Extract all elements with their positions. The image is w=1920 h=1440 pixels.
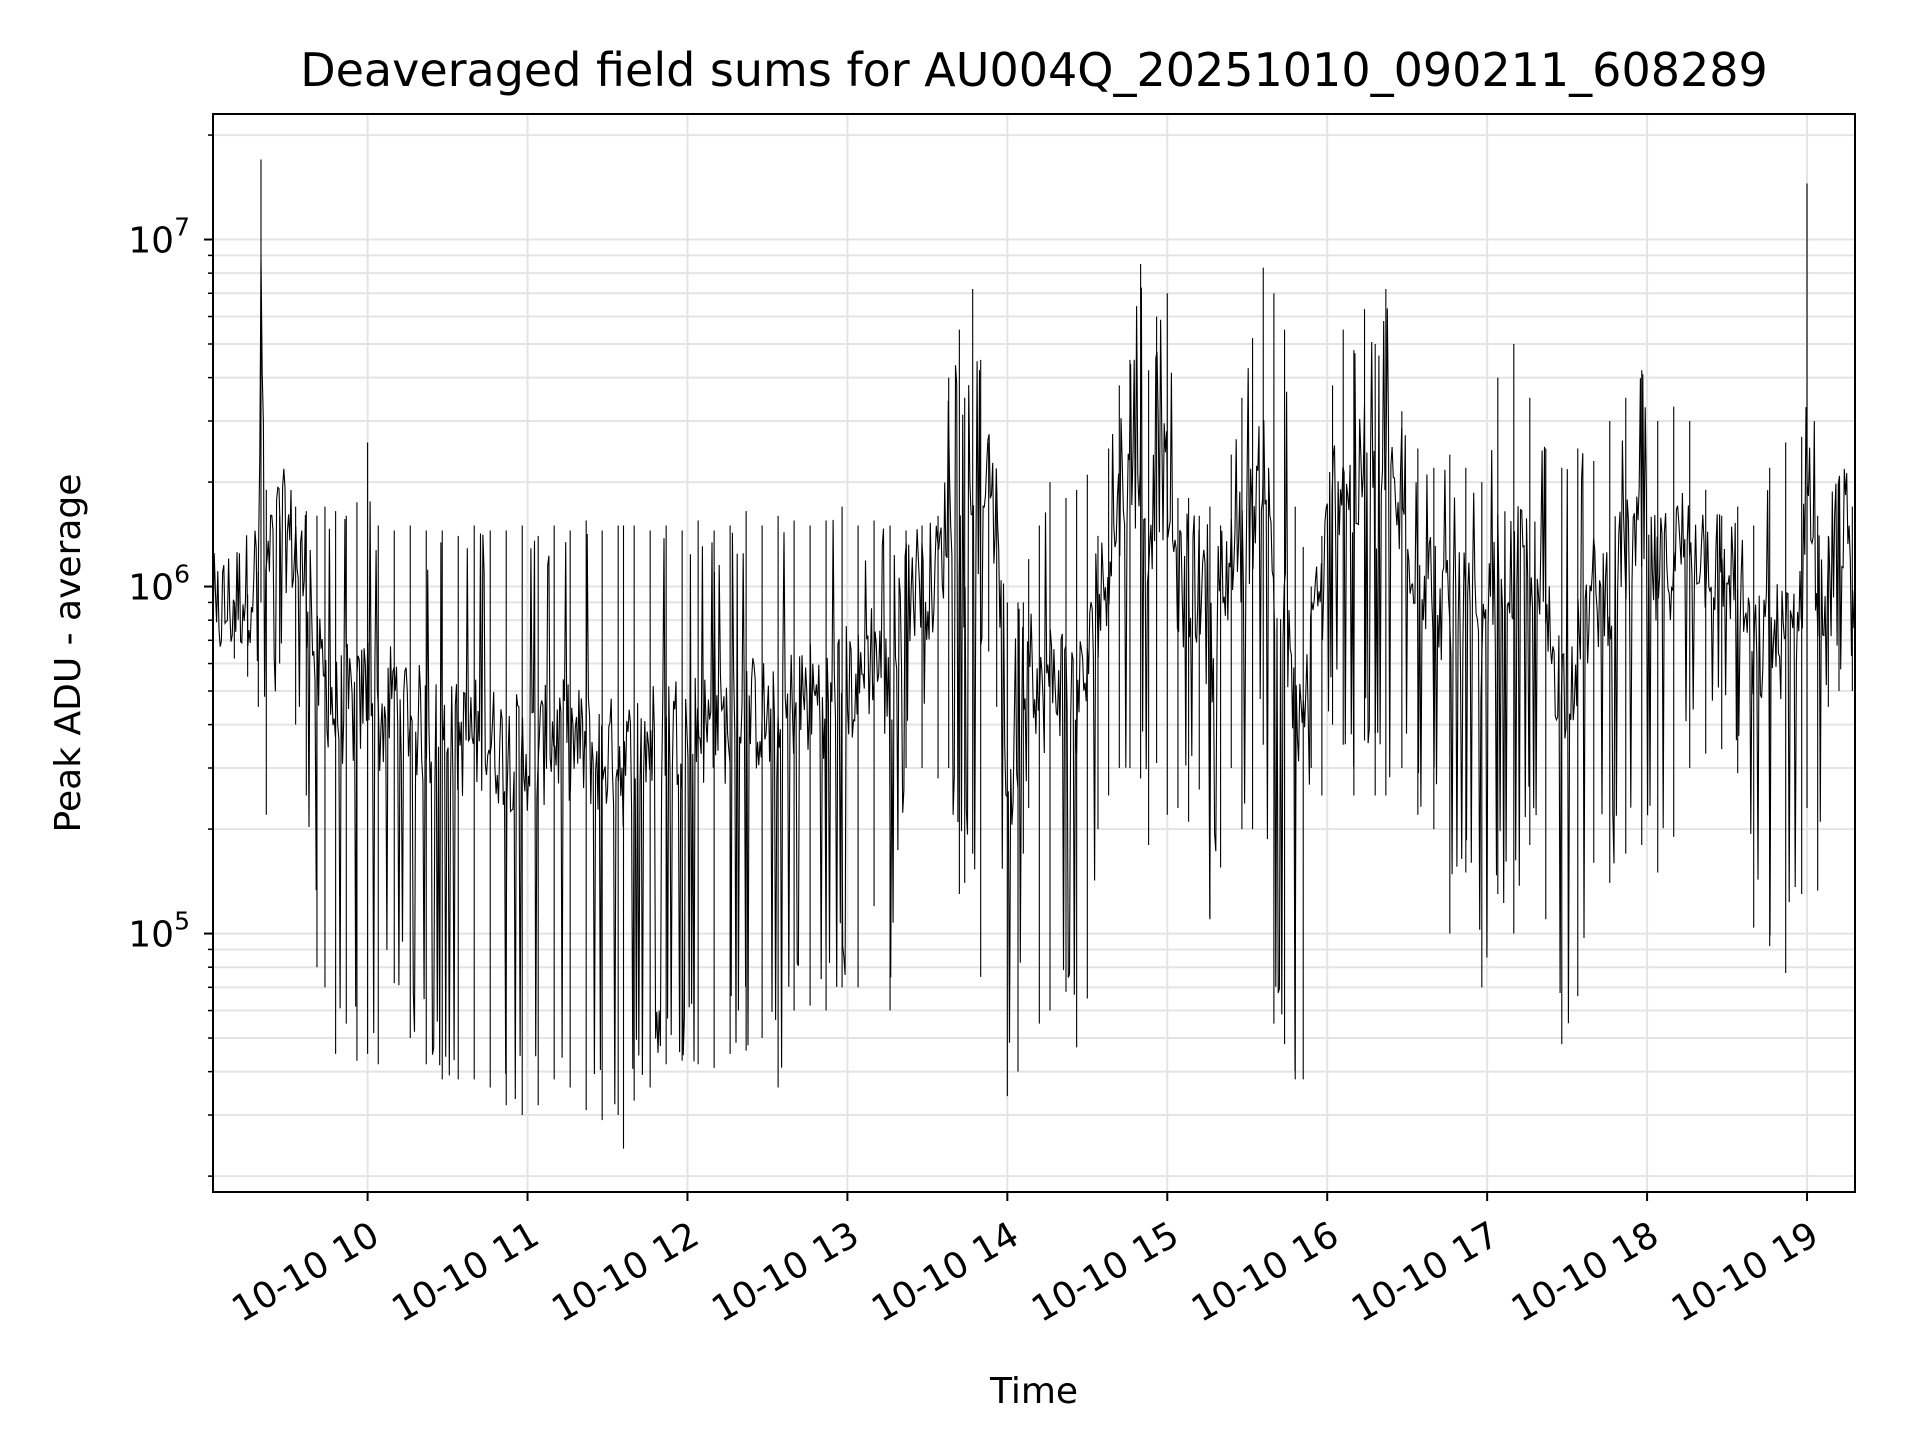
y-tick-label: 106 — [128, 560, 190, 609]
x-tick-label: 10-10 10 — [225, 1214, 386, 1330]
x-tick-label: 10-10 18 — [1505, 1214, 1666, 1330]
grid-lines — [213, 114, 1855, 1192]
y-axis-ticks: 105 106 107 — [128, 134, 213, 1177]
y-tick-label: 105 — [128, 907, 190, 956]
x-tick-label: 10-10 13 — [705, 1214, 866, 1330]
chart-title: Deaveraged field sums for AU004Q_2025101… — [300, 43, 1768, 97]
x-tick-label: 10-10 12 — [545, 1214, 706, 1330]
x-tick-label: 10-10 11 — [385, 1214, 546, 1330]
x-tick-label: 10-10 17 — [1345, 1214, 1506, 1330]
plot-frame — [212, 113, 1856, 1193]
series-layer — [212, 159, 1855, 1149]
x-tick-label: 10-10 16 — [1185, 1214, 1346, 1330]
series-line — [212, 258, 1855, 1105]
x-tick-label: 10-10 14 — [865, 1214, 1026, 1330]
y-tick-label: 107 — [128, 213, 190, 262]
x-tick-label: 10-10 15 — [1025, 1214, 1186, 1330]
x-tick-label: 10-10 19 — [1665, 1214, 1826, 1330]
y-axis-label: Peak ADU - average — [48, 474, 89, 833]
x-axis-ticks: 10-10 10 10-10 11 10-10 12 10-10 13 10-10 14… — [225, 1192, 1826, 1331]
x-axis-label: Time — [989, 1371, 1078, 1412]
